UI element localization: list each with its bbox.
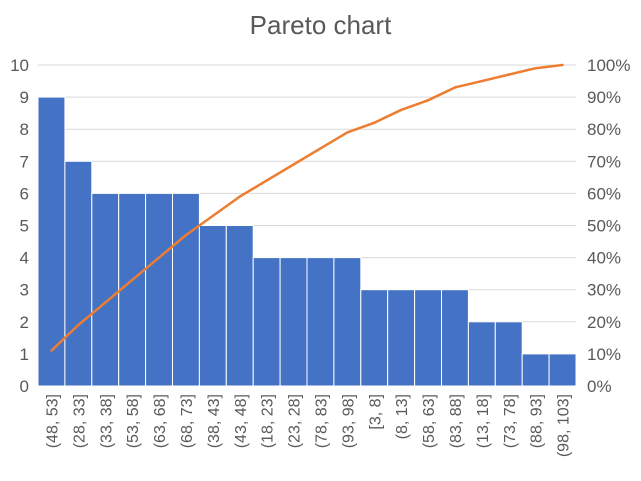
x-axis-tick-label: [3, 8] bbox=[367, 394, 384, 430]
bar bbox=[118, 192, 147, 387]
line-point bbox=[373, 121, 376, 124]
right-axis-tick-label: 60% bbox=[587, 184, 621, 203]
line-point bbox=[534, 67, 537, 70]
bar bbox=[360, 289, 389, 387]
chart-title: Pareto chart bbox=[249, 10, 392, 40]
x-axis-tick-label: (13, 18] bbox=[475, 394, 492, 448]
line-point bbox=[50, 349, 53, 352]
left-axis-tick-label: 5 bbox=[20, 217, 29, 236]
x-axis-tick-label: (83, 88] bbox=[448, 394, 465, 448]
left-axis-tick-label: 8 bbox=[20, 120, 29, 139]
bar bbox=[387, 289, 416, 387]
line-point bbox=[561, 63, 564, 67]
bar bbox=[198, 225, 227, 387]
x-axis-tick-label: (93, 98] bbox=[340, 394, 357, 448]
bar bbox=[414, 289, 443, 387]
right-axis-tick-label: 80% bbox=[587, 120, 621, 139]
line-point bbox=[480, 79, 484, 83]
line-point bbox=[507, 73, 510, 76]
line-point bbox=[426, 99, 430, 102]
bar bbox=[441, 289, 469, 387]
right-axis-ticks: 0% 10% 20% 30% 40% 50% 60% 70% 80% 90% 100% bbox=[587, 56, 630, 396]
x-axis-tick-label: (18, 23] bbox=[260, 394, 277, 448]
left-axis-tick-label: 2 bbox=[20, 313, 29, 332]
x-axis-tick-label: (48, 53] bbox=[44, 394, 61, 448]
bar bbox=[467, 321, 496, 387]
bar bbox=[494, 321, 523, 387]
x-axis-tick-label: (23, 28] bbox=[287, 394, 304, 448]
x-axis-tick-label: (98, 103] bbox=[556, 394, 573, 457]
bar-series bbox=[37, 96, 577, 387]
cumulative-line-series bbox=[50, 63, 564, 352]
bar bbox=[279, 257, 308, 387]
bar bbox=[548, 353, 577, 387]
x-axis-tick-label: (58, 63] bbox=[421, 394, 438, 448]
right-axis-tick-label: 20% bbox=[587, 313, 621, 332]
left-axis-tick-label: 6 bbox=[20, 184, 29, 203]
line-point bbox=[292, 163, 295, 166]
bar bbox=[306, 257, 335, 387]
left-axis-ticks: 0 1 2 3 4 5 6 7 8 9 10 bbox=[10, 56, 29, 396]
bar bbox=[64, 160, 93, 387]
line-point bbox=[184, 233, 188, 237]
x-axis-tick-label: (73, 78] bbox=[502, 394, 519, 448]
line-point bbox=[157, 256, 161, 259]
bar bbox=[252, 257, 281, 387]
line-point bbox=[453, 86, 457, 89]
x-axis-tick-label: (53, 58] bbox=[125, 394, 142, 448]
bar bbox=[145, 192, 174, 387]
bar bbox=[91, 192, 120, 387]
left-axis-tick-label: 10 bbox=[10, 56, 29, 75]
line-point bbox=[211, 214, 215, 218]
x-axis-tick-label: (38, 43] bbox=[206, 394, 223, 448]
x-axis-tick-label: (28, 33] bbox=[71, 394, 88, 448]
right-axis-tick-label: 100% bbox=[587, 56, 630, 75]
bar bbox=[172, 192, 200, 387]
right-axis-tick-label: 10% bbox=[587, 345, 621, 364]
line-point bbox=[77, 323, 80, 327]
x-axis-tick-label: (8, 13] bbox=[394, 394, 411, 439]
right-axis-tick-label: 40% bbox=[587, 249, 621, 268]
line-point bbox=[399, 108, 403, 112]
line-point bbox=[265, 179, 268, 182]
x-axis-tick-label: (33, 38] bbox=[98, 394, 115, 448]
right-axis-tick-label: 70% bbox=[587, 152, 621, 171]
x-axis-tick-label: (63, 68] bbox=[152, 394, 169, 448]
left-axis-tick-label: 7 bbox=[20, 152, 29, 171]
right-axis-tick-label: 0% bbox=[587, 377, 612, 396]
line-point bbox=[346, 131, 349, 134]
left-axis-tick-label: 9 bbox=[20, 88, 29, 107]
x-axis-tick-label: (78, 83] bbox=[313, 394, 330, 448]
line-point bbox=[130, 278, 134, 282]
x-axis-tick-label: (68, 73] bbox=[179, 394, 196, 448]
bar bbox=[333, 257, 362, 387]
left-axis-tick-label: 1 bbox=[20, 345, 29, 364]
x-axis-ticks: (48, 53] (28, 33] (33, 38] (53, 58] (63, 68]… bbox=[44, 394, 572, 457]
cumulative-line bbox=[50, 63, 563, 352]
right-axis-tick-label: 30% bbox=[587, 281, 621, 300]
line-point bbox=[104, 301, 107, 304]
left-axis-tick-label: 0 bbox=[20, 377, 29, 396]
line-point bbox=[238, 195, 241, 198]
x-axis-tick-label: (88, 93] bbox=[529, 394, 546, 448]
x-axis-tick-label: (43, 48] bbox=[233, 394, 250, 448]
right-axis-tick-label: 90% bbox=[587, 88, 621, 107]
left-axis-tick-label: 4 bbox=[20, 249, 29, 268]
bar bbox=[521, 353, 550, 387]
bar bbox=[225, 225, 254, 387]
line-point bbox=[319, 147, 322, 150]
right-axis-tick-label: 50% bbox=[587, 217, 621, 236]
left-axis-tick-label: 3 bbox=[20, 281, 29, 300]
